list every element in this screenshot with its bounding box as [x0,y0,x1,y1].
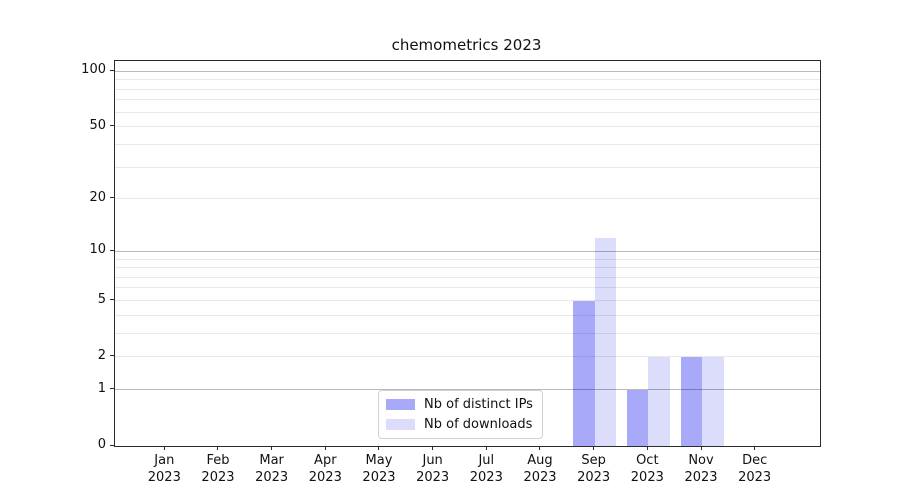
legend-swatch-icon [386,399,415,410]
x-tick-label: Apr 2023 [308,453,342,485]
x-tick-mark [432,446,434,450]
gridline-major [115,250,820,252]
y-tick-label: 1 [97,380,106,396]
gridline-minor [115,126,820,128]
bar-nb-of-distinct-ips-nov [680,356,702,446]
x-tick-mark [378,446,380,450]
x-tick-mark [539,446,541,450]
y-tick-mark [110,197,114,199]
x-tick-label: Jan 2023 [147,453,181,485]
gridline-minor [115,143,820,145]
gridline-minor [115,166,820,168]
chart-title: chemometrics 2023 [391,36,542,54]
x-tick-mark [754,446,756,450]
x-tick-label: Aug 2023 [523,453,557,485]
bar-nb-of-distinct-ips-oct [626,389,649,446]
gridline-minor [115,276,820,278]
bar-nb-of-downloads-sep [594,237,617,446]
gridline-minor [115,356,820,358]
x-tick-label: Dec 2023 [738,453,772,485]
x-tick-label: Sep 2023 [577,453,611,485]
y-tick-label: 20 [89,189,106,205]
x-tick-mark [485,446,487,450]
x-tick-mark [324,446,326,450]
y-tick-label: 2 [97,347,106,363]
gridline-minor [115,88,820,90]
x-tick-mark [646,446,648,450]
gridline-major [115,389,820,391]
y-tick-mark [110,249,114,251]
bar-nb-of-downloads-nov [702,356,724,446]
y-tick-label: 5 [97,291,106,307]
gridline-minor [115,258,820,260]
legend-label: Nb of downloads [424,417,533,432]
gridline-minor [115,198,820,200]
legend-item: Nb of downloads [386,416,533,433]
plot-area [114,60,821,447]
y-tick-label: 10 [89,242,106,258]
legend-label: Nb of distinct IPs [424,397,533,412]
x-tick-label: Jul 2023 [469,453,503,485]
x-tick-label: Oct 2023 [630,453,664,485]
x-tick-label: Mar 2023 [255,453,289,485]
gridline-major [115,70,820,72]
bar-nb-of-downloads-oct [648,356,670,446]
bar-nb-of-distinct-ips-sep [573,300,595,446]
gridline-minor [115,99,820,101]
gridline-minor [115,79,820,81]
x-tick-mark [163,446,165,450]
y-tick-mark [110,69,114,71]
x-tick-label: Feb 2023 [201,453,235,485]
y-tick-mark [110,388,114,390]
y-tick-label: 50 [89,117,106,133]
legend-item: Nb of distinct IPs [386,396,533,413]
y-tick-label: 0 [97,437,106,452]
x-tick-label: Nov 2023 [684,453,718,485]
gridline-minor [115,300,820,301]
gridline-minor [115,332,820,334]
legend-swatch-icon [386,419,415,430]
x-tick-label: May 2023 [362,453,396,485]
x-tick-mark [217,446,219,450]
y-tick-mark [110,299,114,300]
x-tick-label: Jun 2023 [416,453,450,485]
x-tick-mark [271,446,273,450]
y-tick-mark [110,444,114,446]
y-tick-label: 100 [81,62,106,78]
y-tick-mark [110,355,114,357]
x-tick-mark [593,446,595,450]
gridline-minor [115,287,820,289]
y-tick-mark [110,125,114,127]
x-tick-mark [700,446,702,450]
gridline-minor [115,111,820,113]
legend: Nb of distinct IPs Nb of downloads [378,390,543,439]
gridline-minor [115,314,820,316]
gridline-minor [115,267,820,269]
